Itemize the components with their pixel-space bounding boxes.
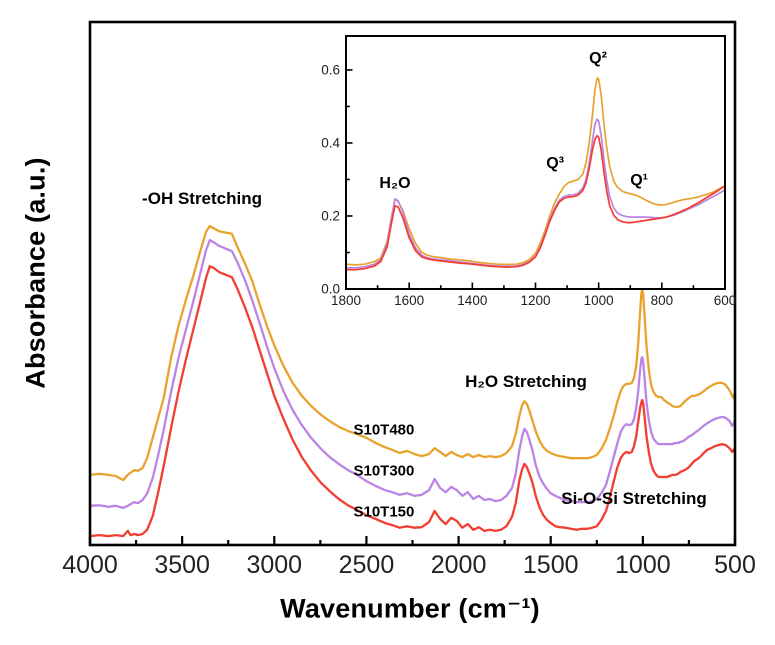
x-tick-label: 1800 bbox=[331, 293, 361, 308]
y-tick-label: 0.0 bbox=[321, 282, 340, 297]
x-tick-label: 500 bbox=[714, 551, 756, 579]
y-axis-title: Absorbance (a.u.) bbox=[20, 157, 51, 389]
x-tick-label: 1000 bbox=[615, 551, 671, 579]
inset-curve-s10t480 bbox=[345, 77, 726, 266]
annotation-inset-q3: Q³ bbox=[546, 155, 564, 173]
inset-curve-s10t150 bbox=[345, 134, 726, 271]
annotation-inset-h2o: H₂O bbox=[379, 174, 411, 192]
x-tick-label: 1000 bbox=[584, 293, 614, 308]
inset-background bbox=[346, 36, 725, 289]
tick-marks bbox=[88, 536, 737, 545]
annotation-inset-q2: Q² bbox=[589, 50, 607, 67]
annotation-oh-stretching: -OH Stretching bbox=[142, 188, 263, 208]
annotation-si-o-si-stretching: Si-O-Si Stretching bbox=[561, 488, 707, 508]
x-tick-label: 3000 bbox=[246, 551, 302, 579]
x-tick-label: 3500 bbox=[154, 551, 210, 579]
x-tick-label: 600 bbox=[714, 293, 737, 308]
x-tick-label: 2000 bbox=[431, 551, 487, 579]
series-label-s10t300: S10T300 bbox=[353, 462, 415, 480]
x-tick-label: 1200 bbox=[520, 293, 550, 308]
annotation-h2o-stretching: H₂O Stretching bbox=[465, 371, 587, 391]
x-tick-label: 1500 bbox=[523, 551, 579, 579]
inset-chart: 1800 1600 1400 1200 1000 800 600 0.0 0.2 0.4 0.6 bbox=[321, 35, 737, 308]
x-tick-label: 800 bbox=[651, 293, 674, 308]
y-tick-label: 0.2 bbox=[321, 208, 340, 223]
y-tick-label: 0.4 bbox=[321, 135, 340, 150]
y-tick-label: 0.6 bbox=[321, 62, 340, 77]
annotation-inset-q1: Q¹ bbox=[630, 171, 648, 189]
tick-marks bbox=[345, 69, 726, 290]
x-tick-label: 1600 bbox=[394, 293, 424, 308]
main-curve-s10t480 bbox=[89, 224, 736, 482]
x-axis-title: Wavenumber (cm⁻¹) bbox=[280, 593, 540, 624]
x-tick-label: 1400 bbox=[457, 293, 487, 308]
series-label-s10t480: S10T480 bbox=[353, 421, 415, 439]
main-curve-s10t300 bbox=[89, 238, 736, 510]
main-chart: 4000 3500 3000 2500 2000 1500 1000 500 bbox=[62, 20, 756, 579]
x-tick-label: 2500 bbox=[339, 551, 395, 579]
series-label-s10t150: S10T150 bbox=[353, 503, 415, 521]
x-tick-label: 4000 bbox=[62, 551, 118, 579]
main-curve-s10t150 bbox=[89, 265, 736, 538]
